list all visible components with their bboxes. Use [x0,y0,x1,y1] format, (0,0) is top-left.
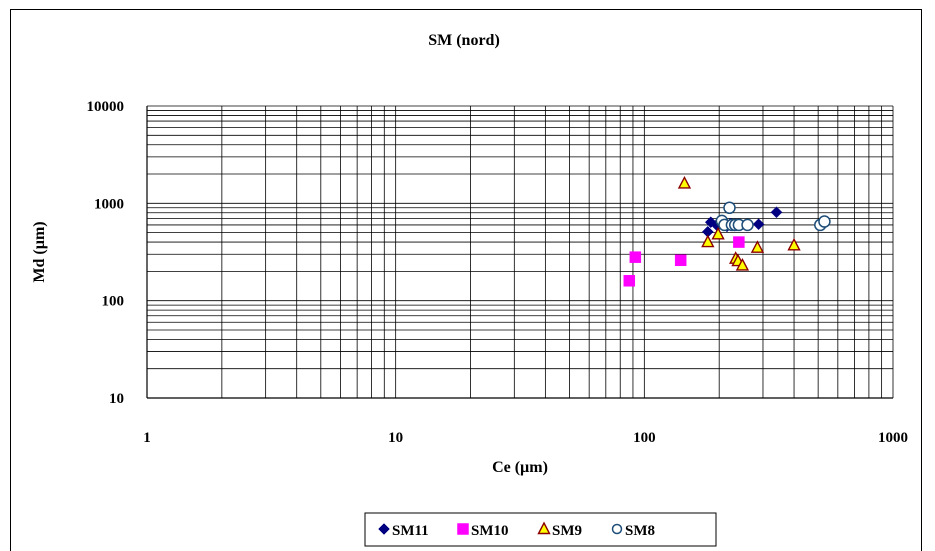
legend-label: SM10 [471,523,509,539]
series-sm10 [623,236,745,287]
sm11-point [752,218,765,231]
legend-item-sm8: SM8 [611,523,655,539]
data-points [623,175,831,287]
sm8-point [741,218,754,232]
sm8-point [723,201,736,215]
x-tick-labels: 1 10 100 1000 [143,430,908,446]
y-tick-label: 1000 [94,196,124,212]
chart-title: SM (nord) [428,32,500,49]
sm11-point [770,206,783,219]
x-tick-label: 1 [143,430,151,446]
y-tick-label: 10 [109,391,124,407]
x-axis-label: Ce (µm) [492,459,548,476]
grid [146,105,894,399]
y-tick-label: 10000 [87,99,125,115]
sm9-point [701,234,715,248]
y-axis-label: Md (µm) [31,221,48,282]
legend-item-sm11: SM11 [378,523,429,539]
series-sm9 [677,175,801,271]
chart-frame [10,9,922,551]
x-tick-label: 100 [633,430,656,446]
legend-marker-sm8 [611,523,623,535]
y-tick-label: 100 [102,294,125,310]
sm10-point [733,236,745,248]
sm9-point [787,237,801,251]
legend-marker-sm11 [378,523,390,535]
sm9-point [677,175,692,189]
y-tick-labels: 10 100 1000 10000 [87,99,125,407]
sm9-point [735,257,750,271]
x-tick-label: 1000 [878,430,908,446]
sm8-point [818,215,831,228]
sm10-point [623,275,636,287]
legend-marker-sm10 [457,523,469,535]
legend: SM11 SM10 SM9 SM8 [378,521,655,539]
legend-marker-sm9 [537,521,551,535]
sm10-point [629,251,642,263]
legend-label: SM11 [392,523,429,539]
axes [146,106,893,399]
legend-label: SM9 [552,523,582,539]
legend-item-sm9: SM9 [537,521,582,539]
legend-item-sm10: SM10 [457,523,509,539]
series-sm8 [715,201,831,232]
sm9-point [750,240,765,253]
sm9-point [711,226,725,240]
sm10-point [674,254,687,267]
legend-label: SM8 [625,523,655,539]
x-tick-label: 10 [388,430,403,446]
